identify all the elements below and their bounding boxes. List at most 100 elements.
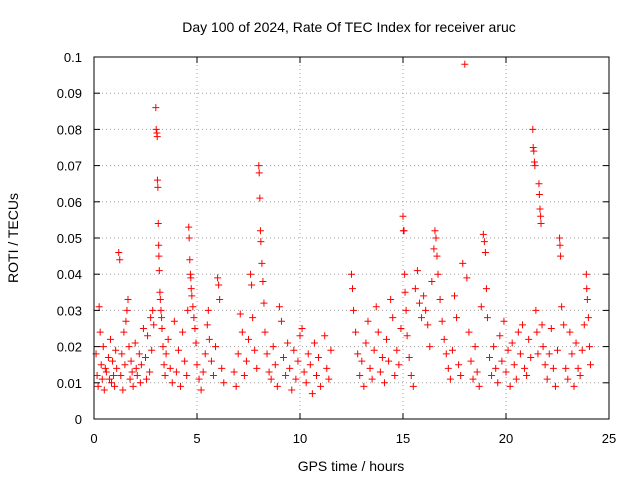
data-point [174, 346, 182, 354]
data-point [446, 375, 454, 383]
data-point [142, 353, 149, 361]
data-point [215, 281, 223, 289]
data-point [290, 346, 298, 354]
data-point [185, 223, 193, 231]
x-tick-label: 25 [602, 431, 616, 446]
data-point [144, 332, 152, 340]
data-point [397, 325, 405, 332]
data-point [236, 310, 244, 318]
data-point [471, 343, 479, 351]
data-point [257, 238, 265, 246]
data-point [428, 277, 436, 285]
data-point [312, 372, 320, 380]
data-point [183, 372, 191, 380]
data-point [209, 372, 217, 380]
data-point [558, 303, 566, 311]
data-point [508, 339, 516, 347]
data-point [521, 364, 529, 372]
data-point [185, 234, 193, 242]
data-point [294, 357, 302, 365]
data-point [477, 303, 485, 311]
data-point [572, 339, 580, 347]
data-point [280, 353, 288, 361]
data-point [405, 353, 413, 361]
data-point [378, 353, 386, 361]
data-point [527, 353, 535, 361]
data-point [317, 382, 325, 390]
data-point [101, 364, 109, 372]
x-axis-label: GPS time / hours [298, 458, 405, 474]
data-point [177, 382, 185, 390]
data-point [566, 328, 574, 336]
data-point [181, 357, 189, 365]
x-tick-labels: 0 5 10 15 20 25 [90, 431, 616, 446]
y-tick-label: 0.1 [64, 50, 82, 65]
data-point [310, 339, 318, 347]
data-point [576, 372, 584, 380]
data-point [253, 364, 261, 372]
data-point [104, 353, 112, 361]
data-point [220, 379, 228, 387]
data-point [187, 274, 195, 282]
data-point [532, 306, 540, 314]
data-point [300, 368, 308, 376]
data-point [265, 368, 273, 376]
data-point [160, 361, 168, 369]
data-point [500, 317, 508, 325]
data-point [199, 368, 207, 376]
data-point [512, 375, 520, 383]
data-point [516, 350, 524, 358]
data-point [108, 379, 116, 387]
data-point [308, 390, 316, 398]
data-point [232, 382, 240, 390]
data-point [370, 346, 378, 354]
data-point [120, 328, 128, 336]
data-point [580, 321, 588, 329]
data-point [238, 328, 246, 336]
data-point [537, 212, 545, 220]
data-point [129, 382, 137, 390]
axis-ticks [93, 56, 610, 420]
x-tick-label: 10 [293, 431, 307, 446]
data-point [149, 306, 157, 314]
data-point [131, 339, 139, 347]
data-point [133, 372, 141, 380]
data-point [431, 227, 439, 235]
data-point [128, 368, 136, 376]
data-point [306, 361, 314, 369]
data-point [255, 169, 263, 177]
data-point [118, 350, 126, 358]
data-point [455, 361, 463, 369]
data-point [273, 382, 281, 390]
data-point [438, 317, 446, 325]
data-point [502, 368, 510, 376]
data-point [123, 306, 131, 314]
data-point [538, 321, 546, 329]
data-points [92, 60, 594, 398]
data-point [434, 270, 442, 278]
data-point [469, 375, 477, 383]
data-point [126, 375, 134, 383]
data-point [147, 314, 155, 322]
data-point [564, 375, 572, 383]
data-point [480, 238, 488, 246]
data-point [401, 270, 409, 278]
data-point [465, 328, 473, 336]
data-point [155, 252, 163, 260]
data-point [188, 292, 196, 300]
data-point [191, 325, 199, 332]
data-point [413, 267, 421, 275]
data-point [261, 328, 269, 336]
data-point [158, 325, 166, 332]
data-point [277, 317, 285, 325]
data-point [234, 350, 242, 358]
data-point [204, 306, 212, 314]
data-point [179, 328, 187, 336]
data-point [554, 346, 561, 354]
y-tick-label: 0.06 [57, 195, 82, 210]
x-tick-label: 0 [90, 431, 97, 446]
data-point [385, 357, 393, 365]
data-point [112, 346, 120, 354]
data-point [451, 292, 458, 300]
